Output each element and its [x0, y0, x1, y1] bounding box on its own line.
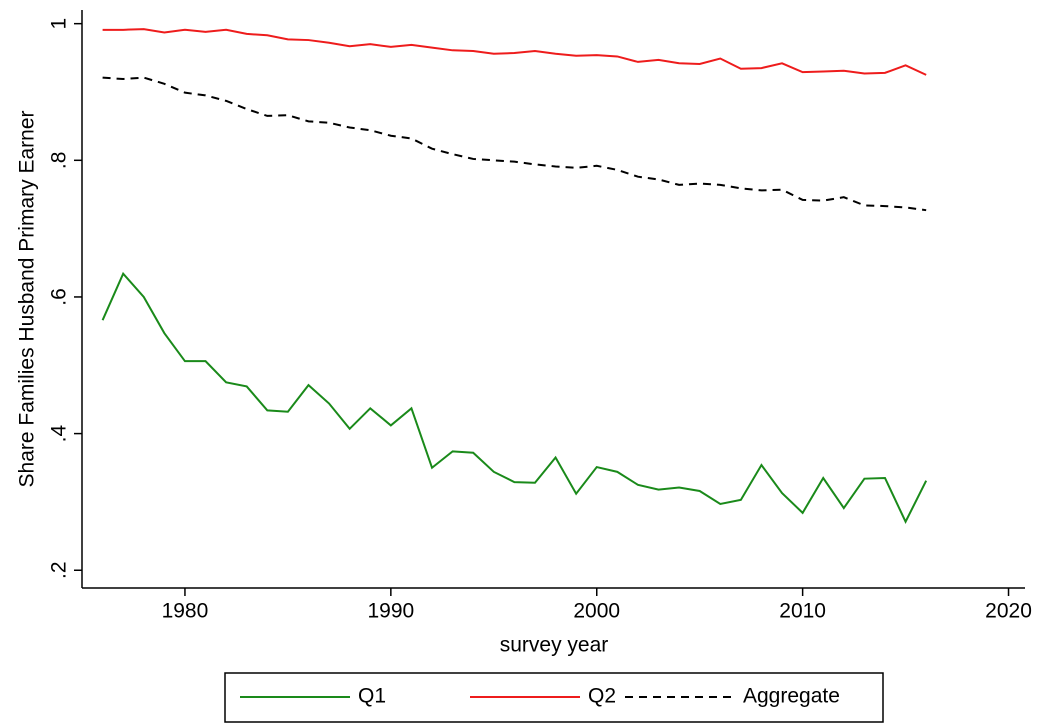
x-axis-title: survey year	[500, 634, 609, 657]
x-tick-label: 2010	[779, 600, 826, 623]
x-tick-label: 2000	[573, 600, 620, 623]
x-tick-label: 1980	[162, 600, 209, 623]
x-tick-label: 1990	[367, 600, 414, 623]
legend-box	[224, 672, 884, 723]
x-tick-label: 2020	[985, 600, 1032, 623]
y-tick-label: .8	[48, 152, 71, 170]
legend-label: Aggregate	[743, 685, 840, 708]
legend-label: Q1	[358, 685, 386, 708]
y-tick-label: .2	[48, 561, 71, 579]
y-tick-label: 1	[48, 18, 71, 30]
series-line	[102, 76, 927, 212]
series-line	[102, 28, 927, 76]
y-axis-title: Share Families Husband Primary Earner	[16, 111, 39, 488]
legend-label: Q2	[588, 685, 616, 708]
y-tick-label: .6	[48, 288, 71, 306]
series-line	[101, 271, 928, 525]
y-tick-label: .4	[48, 425, 71, 443]
